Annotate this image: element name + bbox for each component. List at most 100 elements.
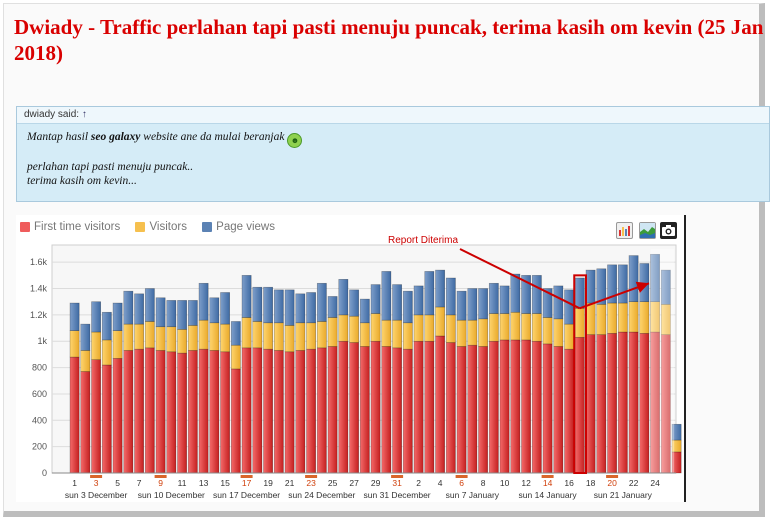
y-tick-label: 1.6k: [30, 257, 48, 267]
weekend-marker: [391, 475, 404, 478]
x-tick-label: 10: [500, 478, 510, 488]
x-tick-label: 15: [220, 478, 230, 488]
bar-first-time-visitors: [574, 336, 585, 474]
bar-visitors: [628, 301, 639, 333]
weekend-marker: [305, 475, 318, 478]
area-chart-icon[interactable]: [639, 222, 656, 239]
bar-visitors: [564, 323, 574, 350]
bar-visitors: [531, 313, 542, 342]
bar-visitors: [574, 307, 585, 338]
bar-first-time-visitors: [381, 346, 392, 474]
bar-page-views: [284, 289, 295, 326]
bar-first-time-visitors: [585, 334, 596, 474]
bar-page-views: [252, 286, 263, 322]
bar-first-time-visitors: [521, 339, 531, 474]
bar-visitors: [241, 317, 252, 349]
bar-visitors: [101, 339, 112, 366]
week-label: sun 7 January: [446, 490, 500, 500]
bar-chart-icon[interactable]: [616, 222, 633, 239]
weekend-marker: [90, 475, 103, 478]
bar-first-time-visitors: [155, 350, 166, 474]
quote-source-arrow-icon[interactable]: ↑: [81, 109, 87, 120]
bar-page-views: [671, 423, 682, 441]
bar-visitors: [456, 319, 467, 347]
bar-visitors: [123, 323, 134, 351]
traffic-chart: First time visitors Visitors Page views …: [16, 215, 686, 502]
bar-visitors: [187, 325, 198, 351]
weekend-marker: [240, 475, 253, 478]
bar-page-views: [499, 285, 510, 314]
bar-visitors: [263, 322, 273, 350]
bar-page-views: [542, 288, 553, 318]
bar-first-time-visitors: [607, 333, 617, 474]
bar-visitors: [499, 313, 510, 341]
bar-page-views: [531, 275, 542, 314]
y-tick-label: 1.4k: [30, 284, 48, 294]
bar-page-views: [134, 293, 144, 325]
bar-page-views: [488, 282, 499, 314]
bar-page-views: [628, 255, 639, 303]
bar-first-time-visitors: [445, 342, 456, 474]
bar-visitors: [402, 322, 413, 350]
x-tick-label: 3: [94, 478, 99, 488]
bar-first-time-visitors: [628, 331, 639, 474]
bar-visitors: [413, 314, 424, 342]
x-tick-label: 17: [242, 478, 252, 488]
bar-first-time-visitors: [413, 340, 424, 474]
bar-first-time-visitors: [424, 340, 435, 474]
week-label: sun 21 January: [594, 490, 653, 500]
bar-page-views: [607, 264, 617, 304]
bar-visitors: [220, 323, 230, 353]
bar-visitors: [478, 318, 488, 347]
bar-first-time-visitors: [69, 356, 80, 474]
bar-page-views: [392, 284, 402, 321]
post-title: Dwiady - Traffic perlahan tapi pasti men…: [14, 15, 764, 65]
bar-first-time-visitors: [252, 347, 263, 474]
bar-visitors: [209, 322, 220, 351]
x-tick-label: 18: [586, 478, 596, 488]
bar-first-time-visitors: [166, 351, 177, 474]
bar-visitors: [112, 330, 123, 359]
bar-page-views: [198, 282, 209, 321]
bar-page-views: [241, 275, 252, 318]
bar-first-time-visitors: [596, 334, 607, 474]
x-tick-label: 11: [178, 478, 187, 488]
bar-first-time-visitors: [263, 348, 273, 474]
x-tick-label: 7: [137, 478, 142, 488]
bar-first-time-visitors: [564, 348, 574, 474]
bar-first-time-visitors: [467, 344, 478, 474]
x-tick-label: 29: [371, 478, 381, 488]
x-tick-label: 27: [349, 478, 359, 488]
legend-label: First time visitors: [34, 221, 121, 233]
x-tick-label: 4: [438, 478, 443, 488]
camera-icon[interactable]: [660, 222, 677, 239]
quote-line-1-prefix: Mantap hasil: [27, 131, 91, 143]
bar-page-views: [80, 323, 91, 351]
quote-line-1: Mantap hasil seo galaxy website ane da m…: [27, 130, 759, 148]
weekend-marker: [154, 475, 167, 478]
y-tick-label: 800: [32, 363, 47, 373]
bar-page-views: [112, 302, 123, 331]
bar-visitors: [359, 322, 370, 347]
bar-first-time-visitors: [198, 348, 209, 474]
y-tick-label: 200: [32, 442, 47, 452]
legend-item-first-time-visitors[interactable]: First time visitors: [20, 221, 120, 233]
bar-visitors: [295, 322, 306, 351]
x-tick-label: 31: [392, 478, 402, 488]
y-tick-label: 600: [32, 389, 47, 399]
annotation-label: Report Diterima: [388, 235, 458, 246]
legend-item-page-views[interactable]: Page views: [202, 221, 275, 233]
bar-first-time-visitors: [553, 346, 564, 474]
bar-visitors: [639, 301, 650, 334]
legend-item-visitors[interactable]: Visitors: [135, 221, 187, 233]
bar-page-views: [91, 301, 101, 333]
bar-first-time-visitors: [327, 346, 338, 474]
bar-page-views: [230, 321, 241, 346]
x-tick-label: 6: [459, 478, 464, 488]
bar-page-views: [478, 288, 488, 320]
bar-page-views: [445, 277, 456, 316]
x-tick-label: 19: [263, 478, 273, 488]
bar-first-time-visitors: [220, 351, 230, 474]
bar-visitors: [521, 313, 531, 341]
